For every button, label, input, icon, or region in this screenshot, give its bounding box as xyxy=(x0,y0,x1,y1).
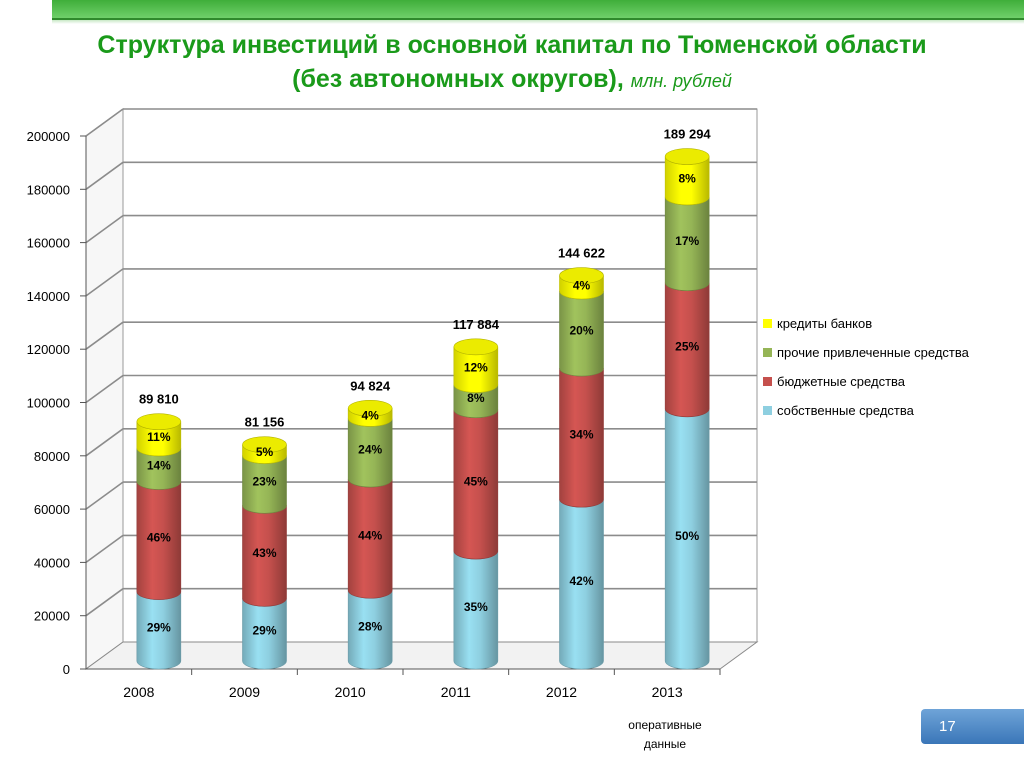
segment-data-label: 50% xyxy=(675,529,699,543)
segment-data-label: 11% xyxy=(147,430,171,444)
legend-swatch xyxy=(763,406,772,415)
y-tick-label: 120000 xyxy=(27,342,70,357)
legend-swatch xyxy=(763,377,772,386)
gridline-side xyxy=(85,161,124,190)
chart-floor xyxy=(84,641,759,670)
y-tick-label: 40000 xyxy=(34,555,70,570)
slide-title: Структура инвестиций в основной капитал … xyxy=(0,28,1024,98)
segment-data-label: 35% xyxy=(464,600,488,614)
segment-data-label: 14% xyxy=(147,459,171,473)
top-decor-bar xyxy=(52,0,1024,20)
segment-data-label: 42% xyxy=(569,574,593,588)
page-number: 17 xyxy=(939,718,956,735)
segment-data-label: 8% xyxy=(467,391,485,405)
footnote: оперативные данные xyxy=(605,716,725,754)
bar-top-cap xyxy=(453,338,499,356)
segment-data-label: 43% xyxy=(252,546,276,560)
bar-total-label: 117 884 xyxy=(453,317,500,332)
title-unit: млн. рублей xyxy=(630,71,732,91)
legend-swatch xyxy=(763,319,772,328)
gridline-side xyxy=(85,534,124,564)
gridline-side xyxy=(85,428,124,457)
y-tick-label: 160000 xyxy=(27,236,70,251)
bar-total-label: 189 294 xyxy=(664,127,712,142)
top-decor-shade xyxy=(52,20,1024,24)
segment-data-label: 46% xyxy=(147,531,171,545)
segment-data-label: 25% xyxy=(675,340,699,354)
bar-top-cap xyxy=(242,436,287,454)
bar-total-label: 94 824 xyxy=(350,378,391,393)
legend-entry-label: прочие привлеченные средства xyxy=(777,345,970,360)
footnote-line-2: данные xyxy=(643,737,687,751)
x-tick-label: 2008 xyxy=(123,684,154,700)
segment-data-label: 29% xyxy=(252,624,276,638)
segment-data-label: 23% xyxy=(252,474,276,488)
bar-total-label: 81 156 xyxy=(245,415,285,430)
segment-data-label: 4% xyxy=(361,408,379,422)
bar-top-cap xyxy=(136,413,182,430)
legend-swatch xyxy=(763,348,772,357)
segment-data-label: 8% xyxy=(678,172,696,186)
title-line-2-text: (без автономных округов), xyxy=(292,65,624,93)
legend-entry-label: бюджетные средства xyxy=(777,374,906,389)
x-tick-label: 2011 xyxy=(441,684,471,700)
gridline-side xyxy=(85,588,124,617)
title-line-2: (без автономных округов), млн. рублей xyxy=(0,62,1024,98)
x-tick-label: 2010 xyxy=(335,684,366,700)
y-tick-label: 0 xyxy=(63,662,70,677)
page-number-badge: 17 xyxy=(921,709,1024,744)
y-tick-label: 20000 xyxy=(34,609,70,624)
y-tick-label: 60000 xyxy=(34,502,70,517)
segment-data-label: 34% xyxy=(569,428,593,442)
gridline-side xyxy=(85,321,124,350)
bar-total-label: 144 622 xyxy=(558,246,605,261)
segment-data-label: 12% xyxy=(464,361,488,375)
segment-data-label: 24% xyxy=(358,443,382,457)
gridline-side xyxy=(85,374,124,404)
x-tick-label: 2012 xyxy=(546,684,577,700)
y-tick-label: 180000 xyxy=(27,182,70,197)
legend-entry-label: собственные средства xyxy=(777,403,915,418)
legend-entry-label: кредиты банков xyxy=(777,316,872,331)
segment-data-label: 44% xyxy=(358,529,382,543)
x-tick-label: 2009 xyxy=(229,684,260,700)
y-tick-label: 140000 xyxy=(27,289,70,304)
segment-data-label: 17% xyxy=(675,234,699,248)
segment-data-label: 29% xyxy=(147,620,171,634)
bar-top-cap xyxy=(347,399,393,417)
y-tick-label: 200000 xyxy=(27,129,70,144)
y-tick-label: 80000 xyxy=(34,449,70,464)
footnote-line-1: оперативные xyxy=(628,718,702,732)
gridline-side xyxy=(85,214,124,244)
segment-data-label: 20% xyxy=(569,324,593,338)
bar-top-cap xyxy=(664,148,710,165)
title-line-1: Структура инвестиций в основной капитал … xyxy=(97,31,927,59)
segment-data-label: 4% xyxy=(573,278,591,292)
y-tick-label: 100000 xyxy=(27,396,70,411)
bar-total-label: 89 810 xyxy=(139,392,179,407)
gridline-side xyxy=(85,268,124,297)
segment-data-label: 28% xyxy=(358,620,382,634)
gridline-side xyxy=(85,108,124,137)
segment-data-label: 45% xyxy=(464,474,488,488)
bar-top-cap xyxy=(559,267,604,284)
gridline-side xyxy=(85,481,124,510)
segment-data-label: 5% xyxy=(256,445,274,459)
x-tick-label: 2013 xyxy=(652,684,683,700)
